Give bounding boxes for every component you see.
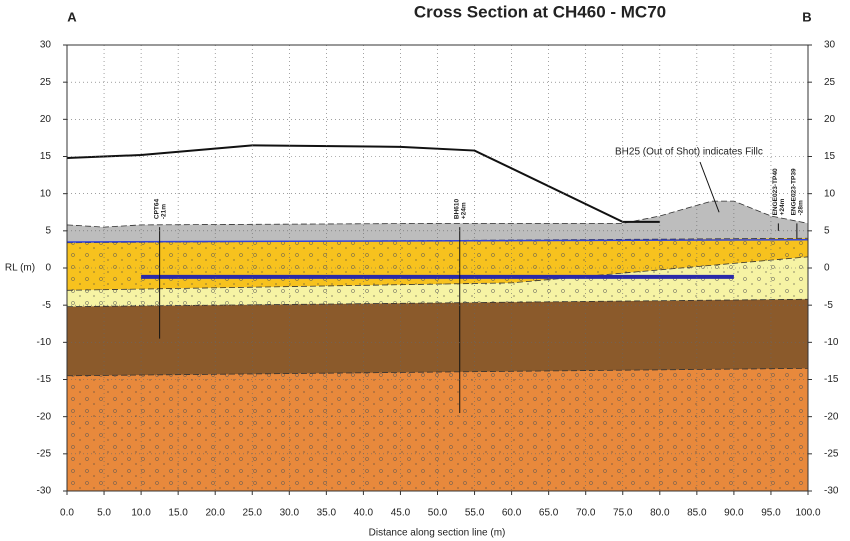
x-tick-label: 95.0 xyxy=(761,508,781,519)
borehole-label: -28m xyxy=(798,200,805,215)
borehole-name: CPT64 xyxy=(153,199,160,220)
y2-tick-label: 20 xyxy=(824,114,836,125)
y2-tick-label: 30 xyxy=(824,40,836,51)
x-tick-label: 25.0 xyxy=(243,508,263,519)
x-tick-label: 50.0 xyxy=(428,508,448,519)
y-tick-label: 15 xyxy=(40,151,52,162)
y-tick-label: 25 xyxy=(40,77,52,88)
chart: CPT64-21mBH610+24mENGE023-TP40+24mENGE02… xyxy=(0,0,850,541)
y2-tick-label: -20 xyxy=(824,411,839,422)
y2-tick-label: -10 xyxy=(824,337,839,348)
annotation: BH25 (Out of Shot) indicates Fillc xyxy=(615,147,763,158)
y2-tick-label: 25 xyxy=(824,77,836,88)
y2-tick-label: -5 xyxy=(824,300,833,311)
y-tick-label: -25 xyxy=(37,448,52,459)
y-tick-label: -15 xyxy=(37,374,52,385)
x-tick-label: 100.0 xyxy=(795,508,820,519)
x-tick-label: 65.0 xyxy=(539,508,559,519)
borehole-name: ENGE023-TP39 xyxy=(791,168,798,215)
x-tick-label: 5.0 xyxy=(97,508,111,519)
y-tick-label: -5 xyxy=(42,300,51,311)
x-tick-label: 20.0 xyxy=(205,508,225,519)
y2-tick-label: 0 xyxy=(824,263,830,274)
y2-tick-label: 15 xyxy=(824,151,836,162)
y2-tick-label: 10 xyxy=(824,188,836,199)
borehole-label: +24m xyxy=(779,198,786,215)
y-axis-label: RL (m) xyxy=(5,263,35,274)
borehole-name: BH610 xyxy=(453,198,460,219)
x-tick-label: 15.0 xyxy=(168,508,188,519)
borehole-label: -21m xyxy=(160,204,167,219)
section-start: A xyxy=(67,9,77,24)
x-tick-label: 35.0 xyxy=(317,508,337,519)
y2-tick-label: -25 xyxy=(824,448,839,459)
x-axis-label: Distance along section line (m) xyxy=(369,528,506,539)
x-tick-label: 30.0 xyxy=(280,508,300,519)
borehole-label: +24m xyxy=(460,202,467,219)
x-tick-label: 90.0 xyxy=(724,508,744,519)
chart-title: Cross Section at CH460 - MC70 xyxy=(414,2,666,21)
x-tick-label: 80.0 xyxy=(650,508,670,519)
x-tick-label: 75.0 xyxy=(613,508,633,519)
x-tick-label: 10.0 xyxy=(131,508,151,519)
x-tick-label: 60.0 xyxy=(502,508,522,519)
y2-tick-label: -30 xyxy=(824,486,839,497)
y-tick-label: -30 xyxy=(37,486,52,497)
borehole-name: ENGE023-TP40 xyxy=(772,168,779,215)
y-tick-label: -20 xyxy=(37,411,52,422)
y-tick-label: 5 xyxy=(45,225,51,236)
y2-tick-label: 5 xyxy=(824,225,830,236)
x-tick-label: 45.0 xyxy=(391,508,411,519)
y2-tick-label: -15 xyxy=(824,374,839,385)
x-tick-label: 70.0 xyxy=(576,508,596,519)
y-tick-label: 10 xyxy=(40,188,52,199)
y-tick-label: -10 xyxy=(37,337,52,348)
x-tick-label: 0.0 xyxy=(60,508,74,519)
x-tick-label: 85.0 xyxy=(687,508,707,519)
y-tick-label: 30 xyxy=(40,40,52,51)
y-tick-label: 20 xyxy=(40,114,52,125)
x-tick-label: 55.0 xyxy=(465,508,485,519)
x-tick-label: 40.0 xyxy=(354,508,374,519)
y-tick-label: 0 xyxy=(45,263,51,274)
section-end: B xyxy=(802,9,811,24)
